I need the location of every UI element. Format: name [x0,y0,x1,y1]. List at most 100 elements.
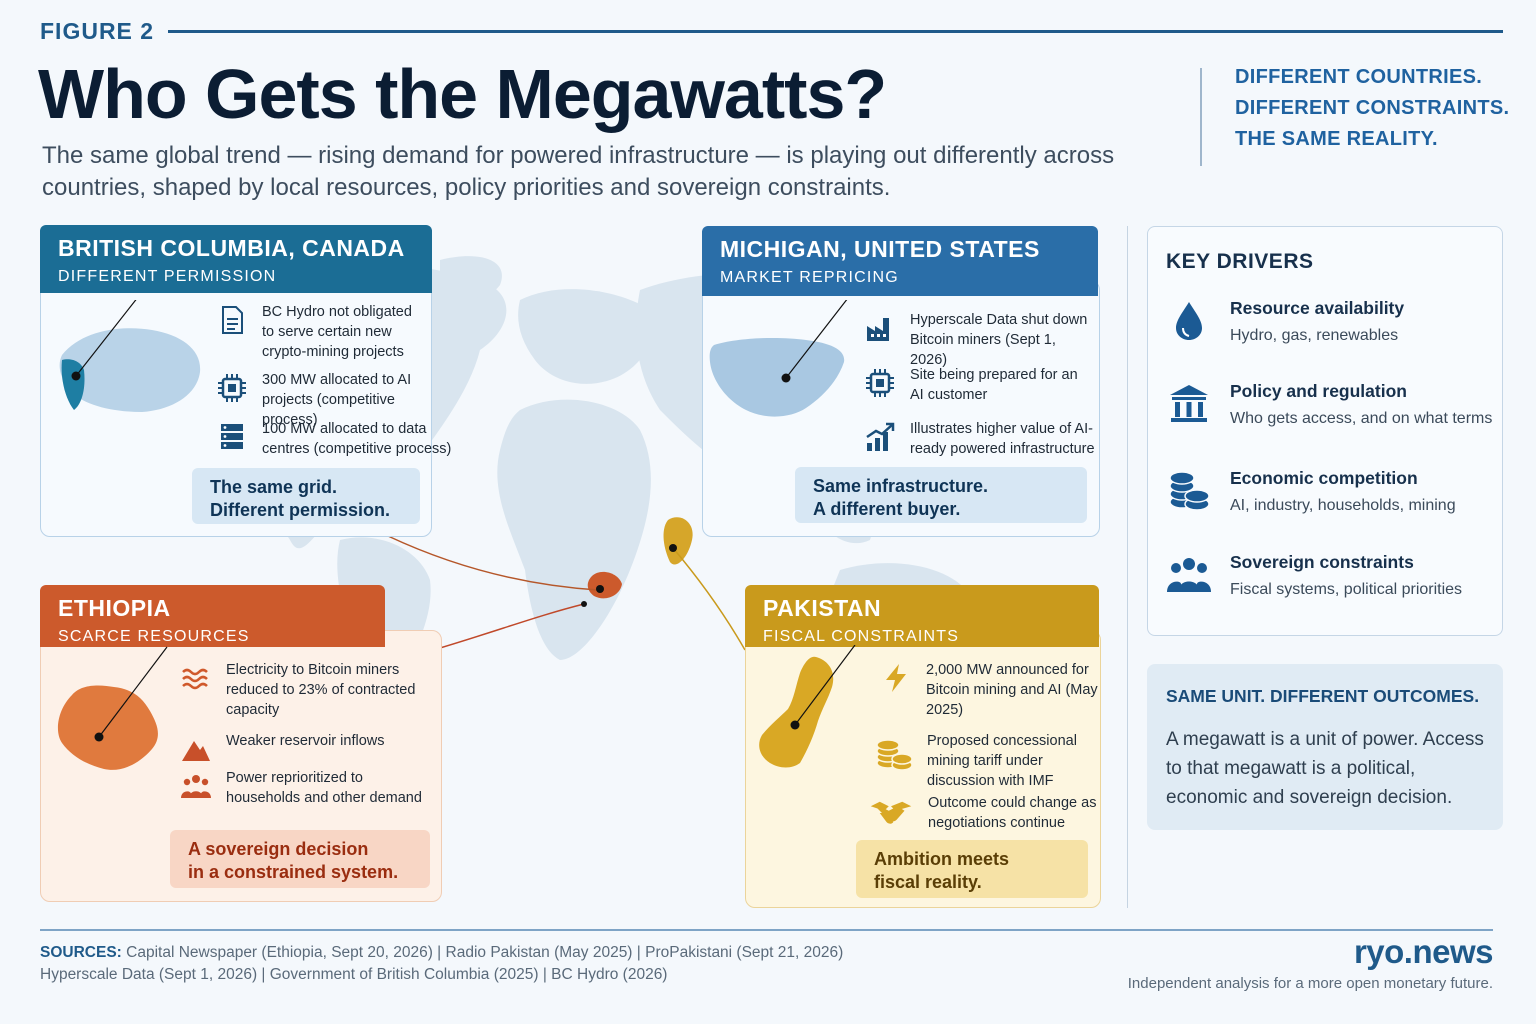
ethiopia-item: Power reprioritized to households and ot… [180,768,430,808]
michigan-item-text: Illustrates higher value of AI-ready pow… [910,421,1095,457]
bc-item: BC Hydro not obligated to serve certain … [216,302,426,362]
sources-line: SOURCES: Capital Newspaper (Ethiopia, Se… [40,944,843,962]
key-driver-desc: AI, industry, households, mining [1230,497,1456,514]
bc-panel-header: BRITISH COLUMBIA, CANADA DIFFERENT PERMI… [40,225,432,293]
pakistan-connector [672,547,746,651]
coins-icon [876,739,913,771]
tagline-line: DIFFERENT CONSTRAINTS. [1235,97,1510,119]
bc-pointer [75,300,137,377]
bc-item-text: BC Hydro not obligated to serve certain … [262,304,412,360]
bc-item-text: 100 MW allocated to data centres (compet… [262,421,452,457]
bc-connector [387,535,599,591]
key-driver-heading: Policy and regulation [1230,381,1407,401]
tagline-line: THE SAME REALITY. [1235,128,1438,150]
key-driver-desc: Hydro, gas, renewables [1230,327,1399,344]
ethiopia-region-name: ETHIOPIA [58,595,171,621]
mountain-icon [182,741,210,761]
same-unit-panel [1147,664,1503,830]
pakistan-pointer [794,645,856,726]
bc-location-dot [71,371,81,381]
pakistan-item: Proposed concessional mining tariff unde… [874,731,1104,791]
ethiopia-map-shape [587,571,622,599]
usa-map [709,300,848,417]
pakistan-item: 2,000 MW announced for Bitcoin mining an… [880,660,1100,720]
sources-label: SOURCES: [40,944,122,961]
key-driver-item: Resource availability Hydro, gas, renewa… [1166,298,1404,345]
key-driver-heading: Economic competition [1230,468,1418,488]
bc-region-subtitle: DIFFERENT PERMISSION [58,268,277,285]
ethiopia-region-subtitle: SCARCE RESOURCES [58,628,250,645]
ethiopia-connector [439,603,585,649]
people-icon [1167,558,1211,592]
key-driver-item: Economic competition AI, industry, house… [1166,468,1456,515]
water-waves-icon [182,668,208,690]
figure-label: FIGURE 2 [40,18,155,44]
bc-callout-line: The same grid. [210,477,338,497]
same-unit-text: A megawatt is a unit of power. Access to… [1166,729,1484,808]
ethiopia-location-dot [94,732,104,742]
factory-icon [867,318,889,341]
michigan-callout-line: A different buyer. [813,499,961,519]
michigan-location-dot [781,373,791,383]
key-drivers-title: KEY DRIVERS [1166,250,1314,273]
michigan-region-subtitle: MARKET REPRICING [720,269,899,286]
tagline-line: DIFFERENT COUNTRIES. [1235,66,1483,88]
key-driver-desc: Who gets access, and on what terms [1230,410,1493,427]
water-drop-icon [1176,302,1202,340]
usa-shape [709,337,845,417]
bc-region-name: BRITISH COLUMBIA, CANADA [58,235,405,261]
greenland-shape [440,256,502,299]
michigan-panel-header: MICHIGAN, UNITED STATES MARKET REPRICING [702,226,1098,296]
brand-tagline: Independent analysis for a more open mon… [1127,975,1493,992]
bc-callout: The same grid. Different permission. [192,468,420,524]
ethiopia-callout: A sovereign decision in a constrained sy… [170,830,430,888]
page-subtitle: The same global trend — rising demand fo… [42,142,1115,201]
pakistan-region-name: PAKISTAN [763,595,882,621]
key-driver-heading: Sovereign constraints [1230,552,1414,572]
michigan-item: Site being prepared for an AI customer [864,365,1094,405]
michigan-item: Illustrates higher value of AI-ready pow… [864,419,1096,459]
europe-shape [518,289,653,384]
michigan-pointer [785,300,848,379]
handshake-icon [870,801,912,824]
tagline-divider [1200,68,1202,166]
pakistan-item-text: 2,000 MW announced for Bitcoin mining an… [926,662,1098,718]
server-icon [221,424,243,449]
brand-logo: ryo.news [1353,933,1494,970]
chip-icon [866,369,894,397]
ethiopia-callout-line: A sovereign decision [188,839,369,859]
pakistan-region-subtitle: FISCAL CONSTRAINTS [763,628,960,645]
bc-item: 100 MW allocated to data centres (compet… [216,419,456,459]
lightning-icon [886,664,906,692]
ethiopia-item-text: Power reprioritized to households and ot… [226,770,422,806]
canada-map [59,300,201,412]
bc-item-text: 300 MW allocated to AI projects (competi… [262,372,412,428]
key-driver-heading: Resource availability [1230,298,1405,318]
growth-chart-icon [866,422,895,451]
ethiopia-item: Weaker reservoir inflows [180,731,430,765]
pakistan-country-shape [759,656,834,768]
ethiopia-map [57,646,168,770]
ethiopia-country-shape [57,685,158,770]
ethiopia-item-text: Electricity to Bitcoin miners reduced to… [226,662,416,718]
michigan-item-text: Site being prepared for an AI customer [910,367,1078,403]
bc-item: 300 MW allocated to AI projects (competi… [216,370,446,430]
sources-text: Capital Newspaper (Ethiopia, Sept 20, 20… [126,944,844,961]
sources-line: Hyperscale Data (Sept 1, 2026) | Governm… [40,966,668,983]
ethiopia-panel-header: ETHIOPIA SCARCE RESOURCES [40,585,385,647]
ethiopia-marker [596,585,604,593]
pakistan-item-text: Outcome could change as negotiations con… [928,795,1097,831]
ethiopia-item-text: Weaker reservoir inflows [226,733,385,749]
pakistan-panel-header: PAKISTAN FISCAL CONSTRAINTS [745,585,1099,647]
pakistan-item: Outcome could change as negotiations con… [868,793,1098,833]
bc-province-shape [61,359,85,410]
bc-callout-line: Different permission. [210,500,391,520]
pakistan-callout: Ambition meets fiscal reality. [856,840,1088,898]
michigan-item: Hyperscale Data shut down Bitcoin miners… [864,310,1094,370]
document-icon [222,306,243,334]
header-rule [168,30,1503,33]
same-unit-title: SAME UNIT. DIFFERENT OUTCOMES. [1166,686,1480,706]
pakistan-item-text: Proposed concessional mining tariff unde… [927,733,1077,789]
key-driver-item: Sovereign constraints Fiscal systems, po… [1166,552,1462,599]
